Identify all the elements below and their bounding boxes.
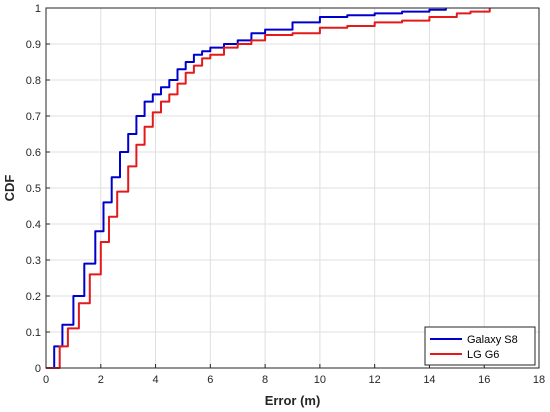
x-tick-label: 2 (98, 374, 104, 386)
y-tick-label: 0.1 (26, 327, 41, 339)
x-tick-label: 16 (478, 374, 490, 386)
series-lines (46, 8, 491, 369)
x-tick-label: 14 (423, 374, 435, 386)
x-tick-label: 6 (207, 374, 213, 386)
y-tick-label: 0.5 (26, 183, 41, 195)
legend-label: LG G6 (467, 349, 499, 361)
x-axis-title: Error (m) (265, 393, 321, 408)
y-tick-label: 0.9 (26, 39, 41, 51)
legend-label: Galaxy S8 (467, 334, 518, 346)
y-tick-label: 0.4 (26, 219, 41, 231)
y-axis-title: CDF (2, 175, 17, 202)
legend-box (424, 326, 536, 366)
series-line-0 (46, 8, 447, 369)
y-tick-label: 0.8 (26, 75, 41, 87)
x-tick-label: 10 (314, 374, 326, 386)
y-tick-label: 0.2 (26, 291, 41, 303)
y-tick-label: 0 (35, 363, 41, 375)
y-tick-label: 0.3 (26, 255, 41, 267)
y-tick-label: 1 (35, 3, 41, 15)
x-tick-label: 4 (152, 374, 158, 386)
plot-frame (45, 7, 540, 369)
series-line-1 (46, 8, 491, 369)
x-tick-label: 18 (533, 374, 545, 386)
x-tick-labels: 0 2 4 6 8 10 12 14 16 18 (43, 374, 545, 386)
x-tick-label: 0 (43, 374, 49, 386)
grid-lines (45, 7, 540, 369)
x-tick-label: 8 (262, 374, 268, 386)
legend: Galaxy S8 LG G6 (424, 326, 536, 366)
y-tick-labels: 0 0.1 0.2 0.3 0.4 0.5 0.6 0.7 0.8 0.9 1 (26, 3, 41, 375)
y-tick-label: 0.6 (26, 147, 41, 159)
x-tick-label: 12 (369, 374, 381, 386)
y-tick-label: 0.7 (26, 111, 41, 123)
